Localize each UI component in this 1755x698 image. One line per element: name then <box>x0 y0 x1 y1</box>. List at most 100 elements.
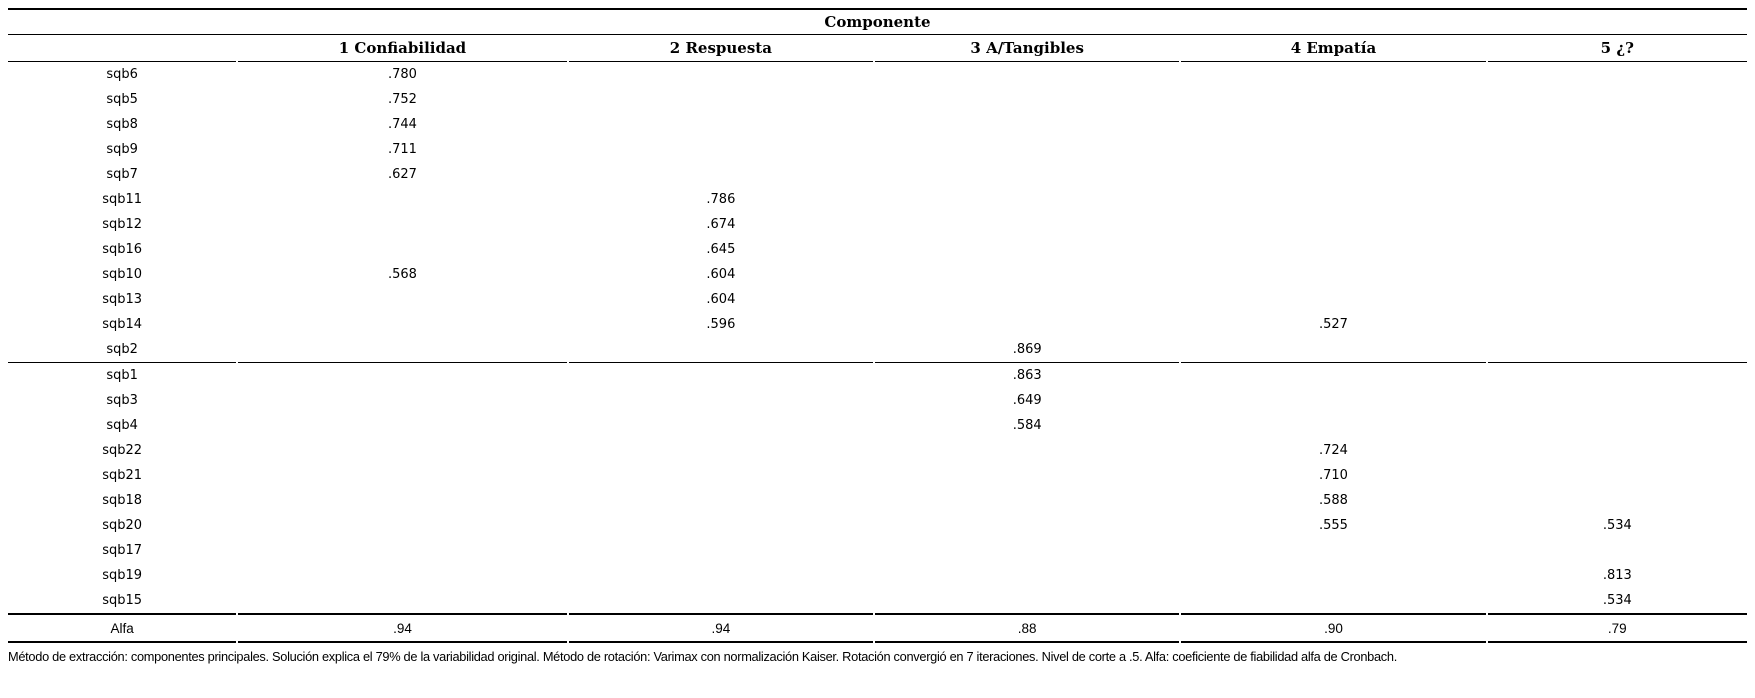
row-label: sqb5 <box>106 92 138 107</box>
row-label: sqb15 <box>102 593 143 608</box>
cell-value <box>569 112 873 137</box>
cell-value <box>569 388 873 413</box>
cell-value <box>875 538 1179 563</box>
component-matrix-table: Componente 1 Confiabilidad 2 Respuesta 3 A… <box>6 8 1749 643</box>
cell-value: .527 <box>1318 317 1348 332</box>
cell-value <box>875 563 1179 588</box>
row-label: sqb1 <box>106 368 138 383</box>
row-label: sqb7 <box>106 167 138 182</box>
cell-value: .813 <box>1602 568 1632 583</box>
cell-value <box>875 137 1179 162</box>
cell-value <box>569 162 873 187</box>
cell-value <box>238 312 567 337</box>
cell-value <box>875 237 1179 262</box>
cell-value <box>1488 87 1747 112</box>
row-label: sqb12 <box>102 217 143 232</box>
cell-value <box>569 463 873 488</box>
cell-value <box>875 262 1179 287</box>
cell-value <box>1181 563 1485 588</box>
cell-value <box>1488 488 1747 513</box>
cell-value <box>1181 237 1485 262</box>
table-row: sqb14 .596 .527 <box>8 312 1747 337</box>
cell-value <box>1181 413 1485 438</box>
cell-value: .863 <box>1012 368 1042 383</box>
table-row: sqb9 .711 <box>8 137 1747 162</box>
row-label: sqb2 <box>8 337 237 363</box>
table-row: sqb4 .584 <box>8 413 1747 438</box>
cell-value <box>1488 187 1747 212</box>
table-footnote: Método de extracción: componentes princi… <box>8 649 1397 664</box>
cell-value <box>1488 237 1747 262</box>
cell-value <box>238 413 567 438</box>
cell-value: .534 <box>1602 518 1632 533</box>
cell-value <box>1181 162 1485 187</box>
table-row: sqb8 .744 <box>8 112 1747 137</box>
cell-value: .711 <box>387 142 417 157</box>
cell-value: .710 <box>1318 468 1348 483</box>
cell-value <box>1488 162 1747 187</box>
cell-value <box>569 513 873 538</box>
cell-value <box>238 588 567 613</box>
cell-value <box>1181 588 1485 613</box>
cell-value <box>569 563 873 588</box>
cell-value: .94 <box>238 613 567 643</box>
cell-value <box>1488 212 1747 237</box>
cell-value <box>569 62 873 87</box>
table-row: sqb7 .627 <box>8 162 1747 187</box>
row-label: sqb13 <box>102 292 143 307</box>
table-row: sqb11 .786 <box>8 187 1747 212</box>
table-row: sqb15 .534 <box>8 588 1747 613</box>
table-row: sqb5 .752 <box>8 87 1747 112</box>
row-label: sqb14 <box>102 317 143 332</box>
column-header: 1 Confiabilidad <box>238 35 567 62</box>
cell-value <box>1488 287 1747 312</box>
row-label: sqb4 <box>106 418 138 433</box>
cell-value <box>238 513 567 538</box>
cell-value <box>238 337 567 363</box>
row-label: sqb3 <box>106 393 138 408</box>
cell-value <box>1181 363 1485 388</box>
table-row: sqb6 .780 <box>8 62 1747 87</box>
cell-value: .724 <box>1318 443 1348 458</box>
cell-value: .780 <box>387 67 417 82</box>
alfa-summary-row: Alfa .94.94.88.90.79 <box>8 613 1747 643</box>
cell-value: .555 <box>1318 518 1348 533</box>
cell-value: .568 <box>387 267 417 282</box>
cell-value: .588 <box>1318 493 1348 508</box>
cell-value: .674 <box>706 217 736 232</box>
table-row: sqb1 .863 <box>8 363 1747 388</box>
cell-value <box>875 513 1179 538</box>
column-header: 4 Empatía <box>1181 35 1486 62</box>
cell-value <box>1488 538 1747 563</box>
cell-value <box>1181 262 1485 287</box>
cell-value <box>875 312 1179 337</box>
cell-value: .596 <box>706 317 736 332</box>
cell-value <box>875 162 1179 187</box>
cell-value <box>1181 87 1485 112</box>
cell-value <box>569 538 873 563</box>
cell-value <box>875 187 1179 212</box>
column-header-row: 1 Confiabilidad 2 Respuesta 3 A/Tangibles 4… <box>8 35 1747 62</box>
cell-value <box>238 287 567 312</box>
cell-value <box>1181 112 1485 137</box>
table-row: sqb2 .869 <box>8 337 1747 363</box>
cell-value <box>238 488 567 513</box>
cell-value <box>238 388 567 413</box>
cell-value: .94 <box>568 613 874 643</box>
cell-value <box>238 363 567 388</box>
table-row: sqb21 .710 <box>8 463 1747 488</box>
row-label: sqb10 <box>102 267 143 282</box>
cell-value <box>1488 312 1747 337</box>
column-header: 5 ¿? <box>1487 35 1747 62</box>
cell-value <box>1488 388 1747 413</box>
row-label: sqb17 <box>102 543 143 558</box>
row-label: sqb9 <box>106 142 138 157</box>
cell-value: .786 <box>706 192 736 207</box>
table-title: Componente <box>8 8 1747 35</box>
row-label-column-header <box>8 35 237 62</box>
cell-value <box>569 363 873 388</box>
cell-value <box>1488 363 1747 388</box>
row-label: sqb11 <box>102 192 143 207</box>
cell-value <box>875 438 1179 463</box>
cell-value: .88 <box>875 613 1180 643</box>
